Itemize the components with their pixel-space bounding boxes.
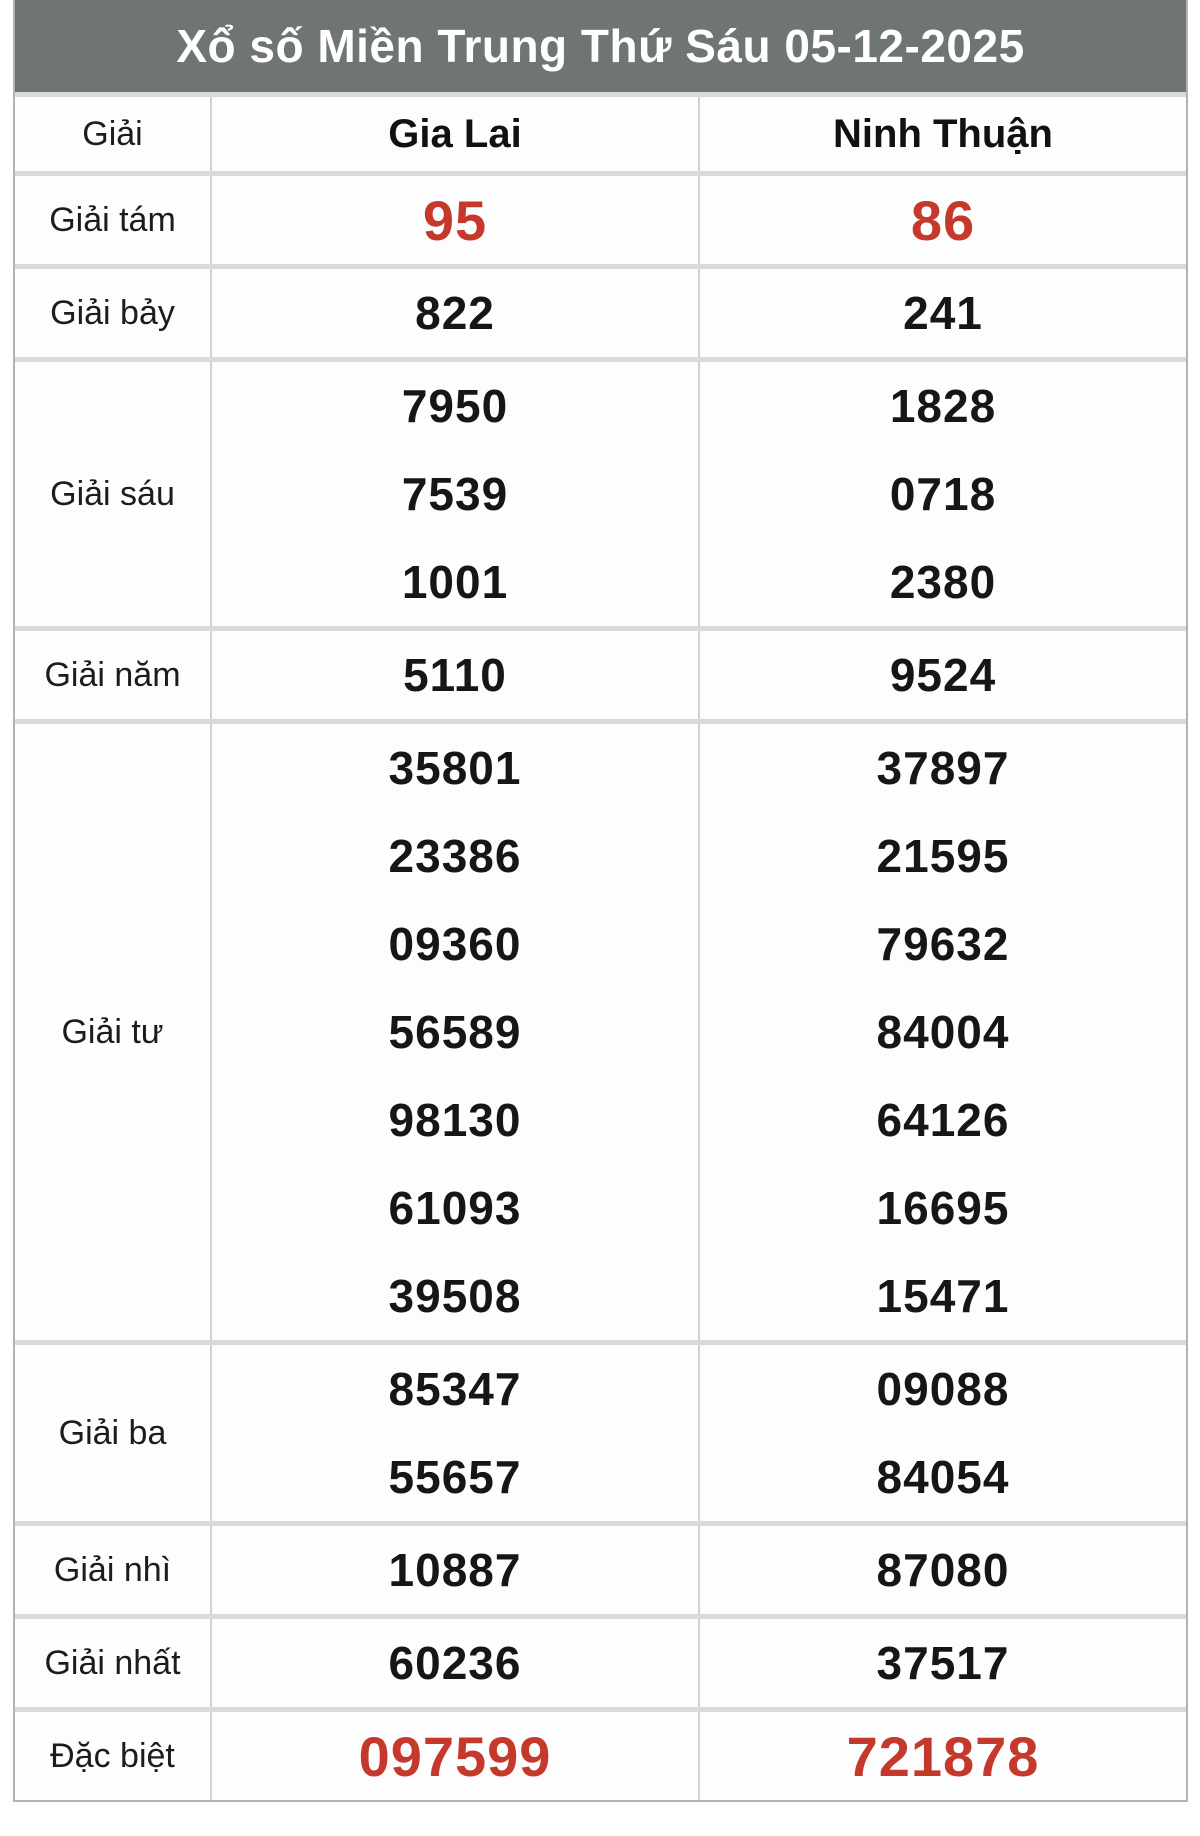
prize-row: Giải nhì 10887 87080 bbox=[15, 1526, 1186, 1614]
result-number: 9524 bbox=[889, 649, 997, 701]
result-number: 85347 bbox=[388, 1363, 522, 1415]
result-cell-ninh-thuan: 37517 bbox=[698, 1619, 1186, 1707]
result-number: 35801 bbox=[388, 742, 522, 794]
result-number: 56589 bbox=[388, 1006, 522, 1058]
result-cell-ninh-thuan: 721878 bbox=[698, 1712, 1186, 1800]
result-number: 822 bbox=[415, 287, 495, 339]
result-number: 95 bbox=[422, 188, 488, 252]
result-number: 1001 bbox=[401, 556, 509, 608]
column-header-gia-lai: Gia Lai bbox=[210, 97, 698, 171]
result-number: 15471 bbox=[876, 1270, 1010, 1322]
result-number: 721878 bbox=[846, 1724, 1040, 1788]
prize-label: Giải năm bbox=[15, 631, 210, 719]
result-cell-gia-lai: 822 bbox=[210, 269, 698, 357]
result-cell-ninh-thuan: 37897 21595 79632 84004 64126 16695 15471 bbox=[698, 724, 1186, 1340]
prize-label: Giải tư bbox=[15, 724, 210, 1340]
result-cell-gia-lai: 097599 bbox=[210, 1712, 698, 1800]
column-header-prize: Giải bbox=[15, 97, 210, 171]
result-cell-ninh-thuan: 241 bbox=[698, 269, 1186, 357]
result-number: 87080 bbox=[876, 1544, 1010, 1596]
result-number: 23386 bbox=[388, 830, 522, 882]
result-number: 86 bbox=[910, 188, 976, 252]
result-number: 37897 bbox=[876, 742, 1010, 794]
result-number: 241 bbox=[903, 287, 983, 339]
result-cell-ninh-thuan: 9524 bbox=[698, 631, 1186, 719]
result-number: 84054 bbox=[876, 1451, 1010, 1503]
prize-label: Đặc biệt bbox=[15, 1712, 210, 1800]
result-number: 2380 bbox=[889, 556, 997, 608]
result-number: 98130 bbox=[388, 1094, 522, 1146]
result-number: 55657 bbox=[388, 1451, 522, 1503]
result-number: 79632 bbox=[876, 918, 1010, 970]
result-cell-gia-lai: 60236 bbox=[210, 1619, 698, 1707]
prize-label: Giải sáu bbox=[15, 362, 210, 626]
result-cell-gia-lai: 95 bbox=[210, 176, 698, 264]
result-number: 7950 bbox=[401, 380, 509, 432]
prize-row: Giải năm 5110 9524 bbox=[15, 631, 1186, 719]
prize-label: Giải nhất bbox=[15, 1619, 210, 1707]
result-cell-ninh-thuan: 86 bbox=[698, 176, 1186, 264]
result-number: 5110 bbox=[403, 649, 507, 701]
result-number: 09360 bbox=[388, 918, 522, 970]
result-cell-ninh-thuan: 87080 bbox=[698, 1526, 1186, 1614]
result-cell-gia-lai: 5110 bbox=[210, 631, 698, 719]
prize-row: Giải sáu 7950 7539 1001 1828 0718 2380 bbox=[15, 362, 1186, 626]
result-number: 61093 bbox=[388, 1182, 522, 1234]
result-cell-ninh-thuan: 1828 0718 2380 bbox=[698, 362, 1186, 626]
result-number: 64126 bbox=[876, 1094, 1010, 1146]
result-number: 39508 bbox=[388, 1270, 522, 1322]
page-title: Xổ số Miền Trung Thứ Sáu 05-12-2025 bbox=[176, 20, 1025, 72]
prize-row: Đặc biệt 097599 721878 bbox=[15, 1712, 1186, 1800]
result-number: 097599 bbox=[358, 1724, 552, 1788]
result-number: 60236 bbox=[388, 1637, 522, 1689]
result-number: 16695 bbox=[876, 1182, 1010, 1234]
prize-row: Giải nhất 60236 37517 bbox=[15, 1619, 1186, 1707]
prize-row: Giải ba 85347 55657 09088 84054 bbox=[15, 1345, 1186, 1521]
result-number: 1828 bbox=[889, 380, 997, 432]
result-cell-gia-lai: 10887 bbox=[210, 1526, 698, 1614]
result-cell-gia-lai: 7950 7539 1001 bbox=[210, 362, 698, 626]
prize-label: Giải nhì bbox=[15, 1526, 210, 1614]
result-number: 84004 bbox=[876, 1006, 1010, 1058]
title-bar: Xổ số Miền Trung Thứ Sáu 05-12-2025 bbox=[15, 0, 1186, 92]
result-number: 10887 bbox=[388, 1544, 522, 1596]
table-header-row: Giải Gia Lai Ninh Thuận bbox=[15, 97, 1186, 171]
prize-row: Giải tư 35801 23386 09360 56589 98130 61093 39… bbox=[15, 724, 1186, 1340]
result-number: 7539 bbox=[401, 468, 509, 520]
column-header-ninh-thuan: Ninh Thuận bbox=[698, 97, 1186, 171]
prize-row: Giải bảy 822 241 bbox=[15, 269, 1186, 357]
result-number: 21595 bbox=[876, 830, 1010, 882]
lottery-results-table: Xổ số Miền Trung Thứ Sáu 05-12-2025 Giải… bbox=[13, 0, 1188, 1802]
prize-label: Giải tám bbox=[15, 176, 210, 264]
prize-label: Giải ba bbox=[15, 1345, 210, 1521]
result-number: 0718 bbox=[889, 468, 997, 520]
result-cell-gia-lai: 35801 23386 09360 56589 98130 61093 39508 bbox=[210, 724, 698, 1340]
result-cell-ninh-thuan: 09088 84054 bbox=[698, 1345, 1186, 1521]
result-number: 09088 bbox=[876, 1363, 1010, 1415]
prize-row: Giải tám 95 86 bbox=[15, 176, 1186, 264]
result-cell-gia-lai: 85347 55657 bbox=[210, 1345, 698, 1521]
prize-label: Giải bảy bbox=[15, 269, 210, 357]
result-number: 37517 bbox=[876, 1637, 1010, 1689]
